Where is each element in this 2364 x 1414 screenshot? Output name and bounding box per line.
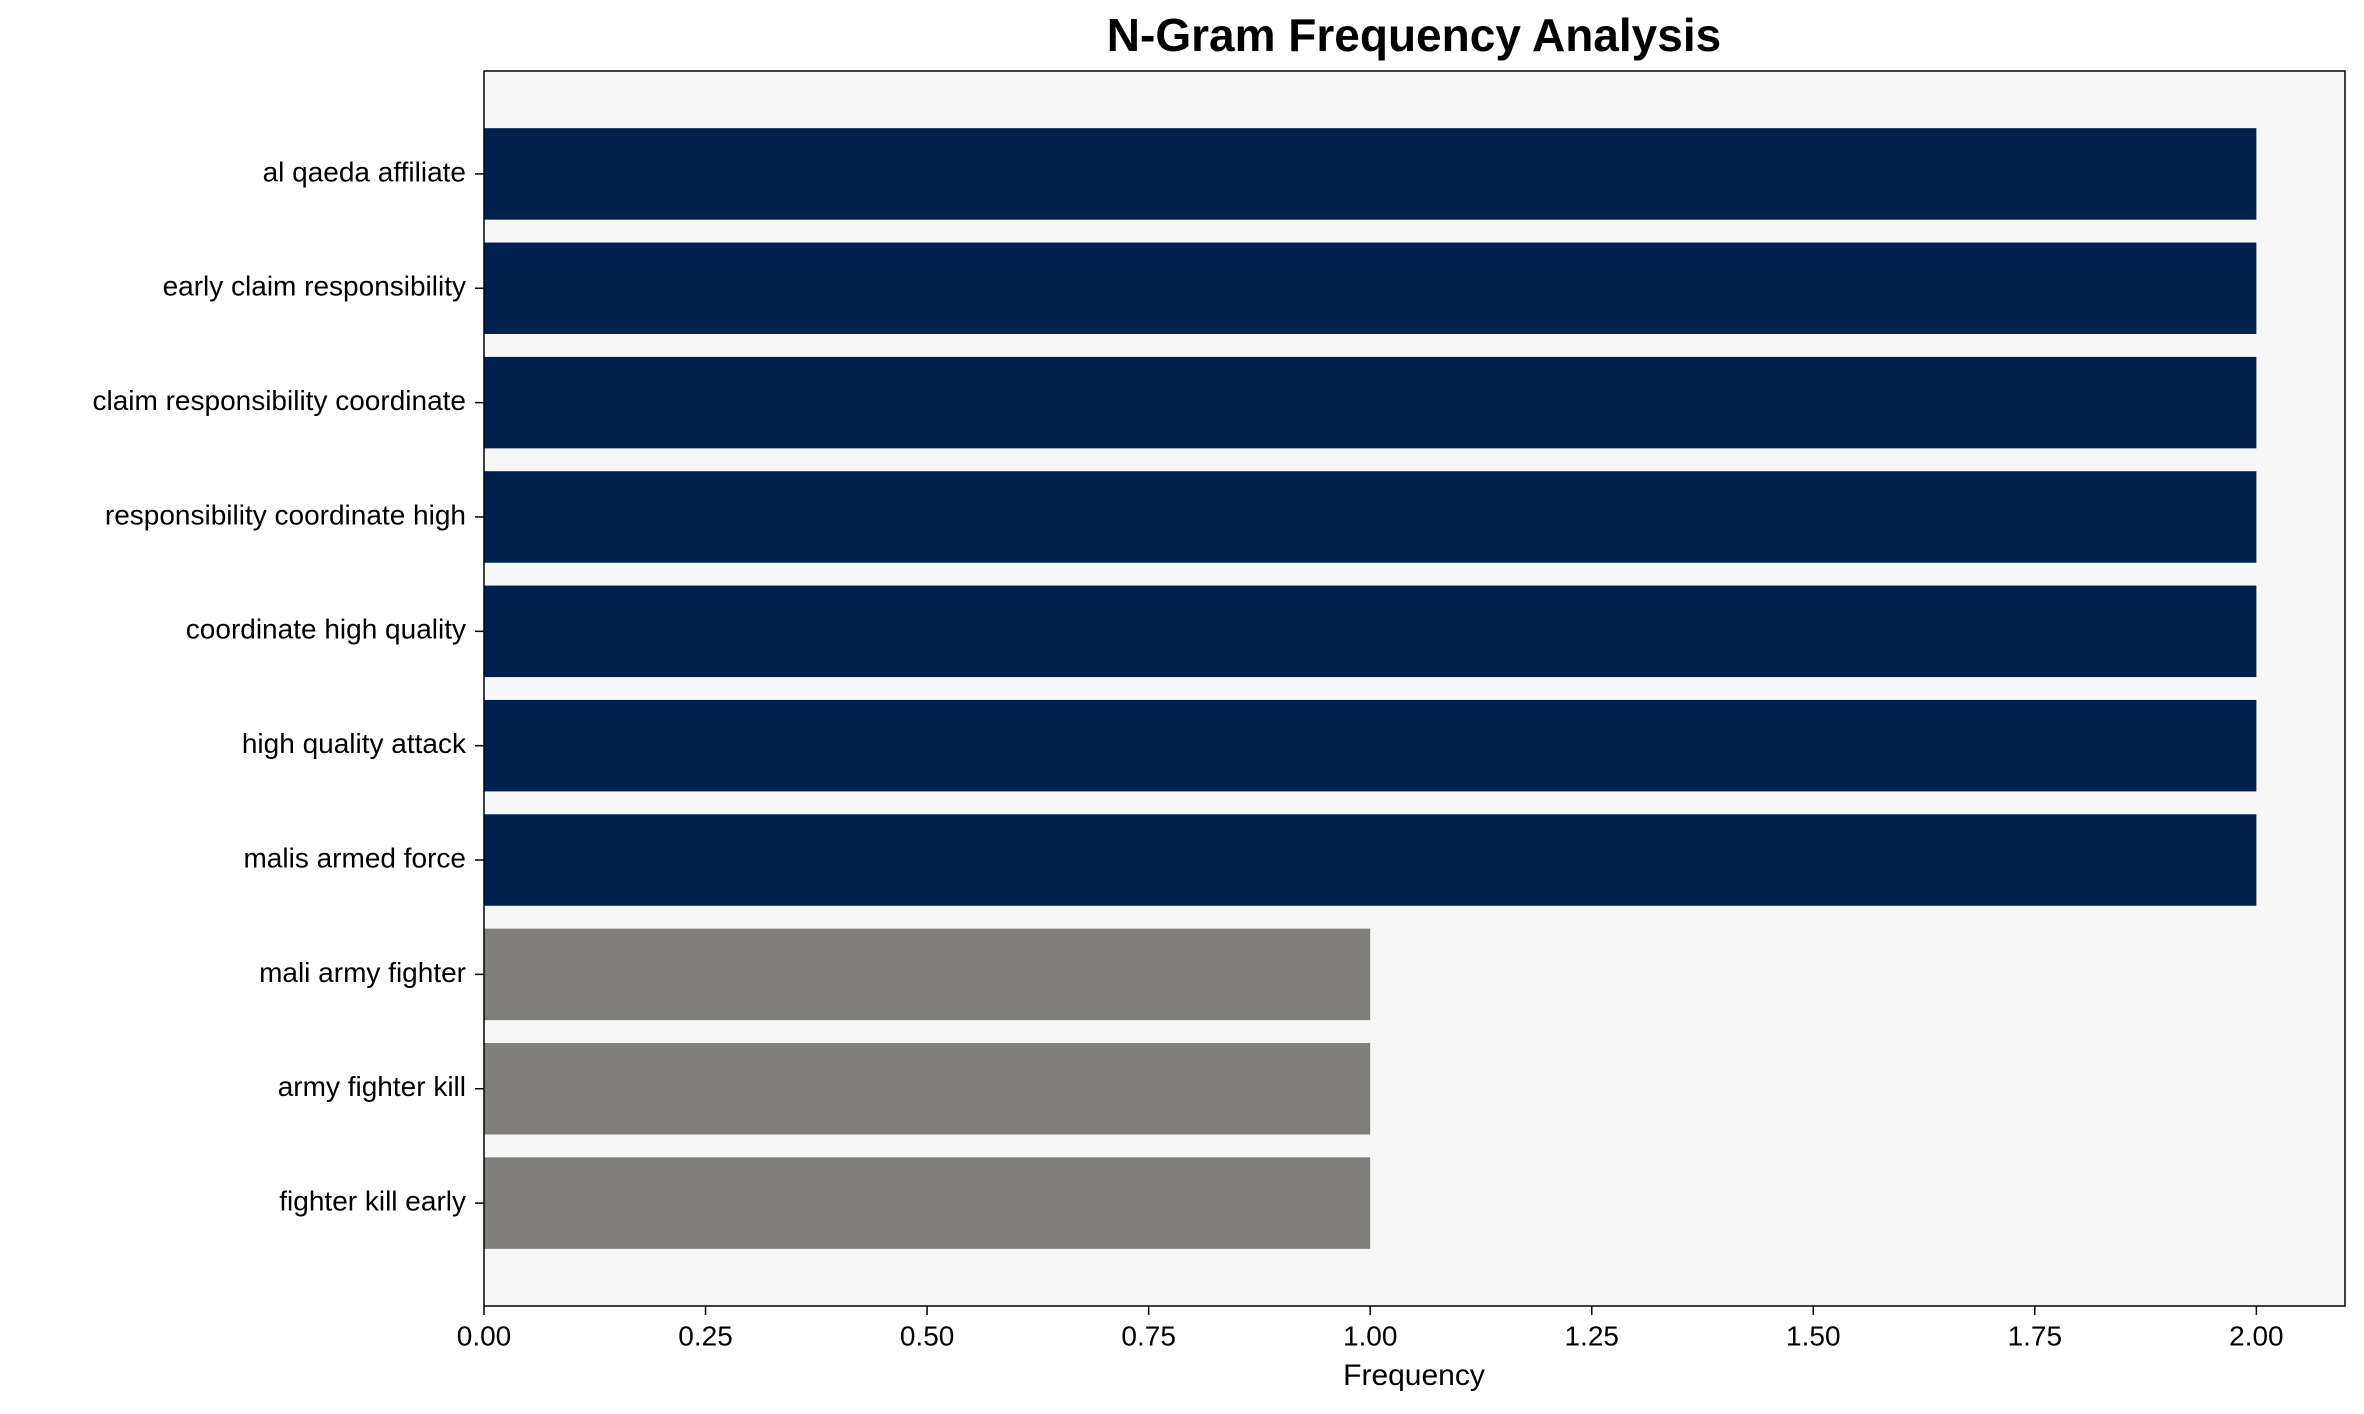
x-tick-label: 0.75 bbox=[1121, 1320, 1176, 1351]
bar bbox=[484, 471, 2257, 563]
x-tick-label: 0.00 bbox=[457, 1320, 512, 1351]
x-tick-label: 0.25 bbox=[678, 1320, 733, 1351]
y-tick-label: claim responsibility coordinate bbox=[92, 385, 466, 416]
bar bbox=[484, 356, 2257, 449]
y-tick-label: fighter kill early bbox=[279, 1185, 466, 1216]
x-tick-label: 1.75 bbox=[2008, 1320, 2063, 1351]
x-tick-label: 0.50 bbox=[900, 1320, 955, 1351]
y-tick-label: al qaeda affiliate bbox=[263, 156, 466, 187]
x-tick-label: 2.00 bbox=[2229, 1320, 2284, 1351]
x-tick-label: 1.00 bbox=[1343, 1320, 1398, 1351]
y-tick-label: coordinate high quality bbox=[186, 614, 466, 645]
bar bbox=[484, 814, 2257, 906]
y-tick-label: mali army fighter bbox=[259, 957, 466, 988]
bar bbox=[484, 242, 2257, 335]
bar bbox=[484, 928, 1371, 1021]
y-tick-label: high quality attack bbox=[242, 728, 467, 759]
bar bbox=[484, 585, 2257, 678]
axes-frame bbox=[483, 70, 2346, 1307]
x-tick-label: 1.50 bbox=[1786, 1320, 1841, 1351]
bar bbox=[484, 699, 2257, 792]
y-tick-label: early claim responsibility bbox=[163, 271, 466, 302]
y-tick-label: army fighter kill bbox=[278, 1071, 466, 1102]
bar bbox=[484, 1042, 1371, 1135]
x-tick-label: 1.25 bbox=[1564, 1320, 1619, 1351]
bar bbox=[484, 128, 2257, 220]
bar bbox=[484, 1157, 1371, 1249]
y-tick-label: responsibility coordinate high bbox=[105, 499, 466, 530]
y-tick-label: malis armed force bbox=[243, 842, 466, 873]
x-axis-label: Frequency bbox=[1343, 1359, 1485, 1392]
chart-title: N-Gram Frequency Analysis bbox=[1107, 9, 1721, 61]
